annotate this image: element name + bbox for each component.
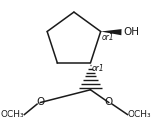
Text: OH: OH: [123, 27, 139, 37]
Text: or1: or1: [101, 33, 114, 42]
Text: or1: or1: [92, 64, 104, 73]
Text: OCH₃: OCH₃: [1, 110, 24, 119]
Text: OCH₃: OCH₃: [127, 110, 151, 119]
Polygon shape: [101, 29, 122, 35]
Text: O: O: [105, 98, 113, 107]
Text: O: O: [36, 98, 45, 107]
